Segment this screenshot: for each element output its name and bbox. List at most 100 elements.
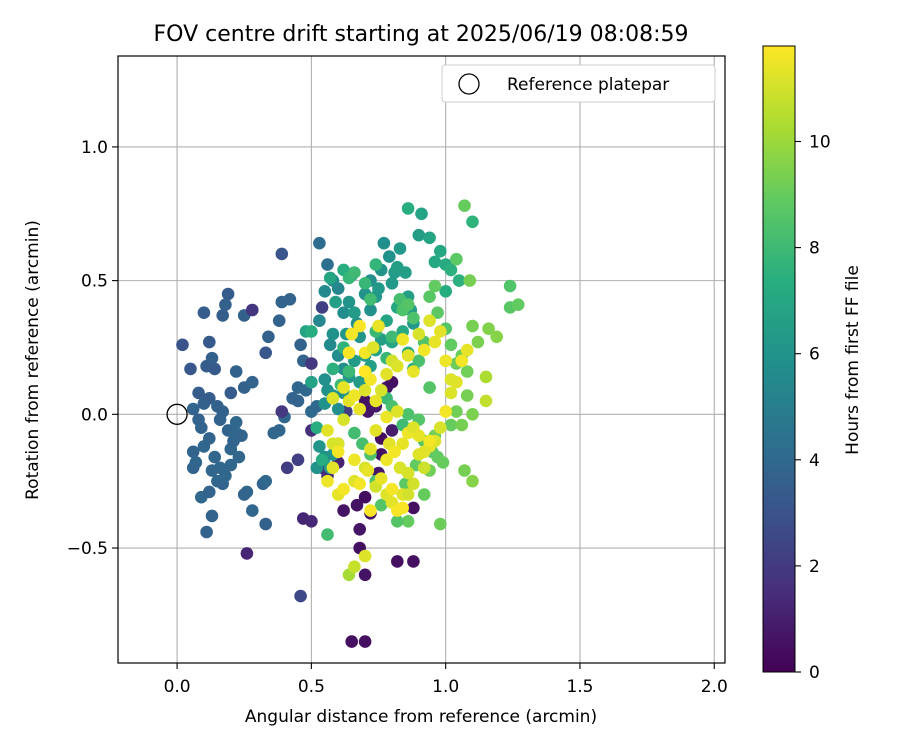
data-point xyxy=(305,357,318,370)
data-point xyxy=(305,325,318,338)
x-axis-ticks: 0.0 0.5 1.0 1.5 2.0 xyxy=(164,663,728,697)
data-point xyxy=(412,354,426,368)
data-point xyxy=(358,568,372,582)
data-point xyxy=(423,290,436,304)
data-point xyxy=(216,405,229,418)
data-point xyxy=(450,252,463,266)
data-point xyxy=(353,523,367,536)
data-point xyxy=(428,335,442,349)
data-point xyxy=(428,255,442,269)
data-point xyxy=(313,314,326,328)
data-point xyxy=(262,330,275,344)
colorbar-label: Hours from first FF file xyxy=(843,265,863,455)
data-point xyxy=(401,202,415,215)
data-point xyxy=(385,277,399,290)
data-point xyxy=(280,461,294,475)
data-point xyxy=(423,231,436,245)
data-point xyxy=(216,309,229,322)
data-point xyxy=(321,528,334,541)
data-point xyxy=(412,429,426,443)
data-point xyxy=(369,394,383,408)
data-point xyxy=(246,504,259,517)
data-point xyxy=(235,429,248,443)
data-point xyxy=(342,365,356,378)
x-tick-label: 1.5 xyxy=(566,677,593,697)
colorbar-tick-label: 10 xyxy=(809,132,831,152)
data-point xyxy=(434,421,447,435)
data-point xyxy=(321,424,334,437)
data-point xyxy=(224,386,238,400)
colorbar: 0 2 4 6 8 10 Hours from first FF file xyxy=(762,45,863,683)
data-point xyxy=(329,295,342,309)
data-point xyxy=(275,247,289,261)
data-point xyxy=(511,298,525,312)
data-point xyxy=(385,330,399,344)
data-point xyxy=(294,338,307,352)
data-point xyxy=(321,474,334,488)
data-point xyxy=(460,343,474,357)
data-point xyxy=(195,421,208,435)
data-point xyxy=(348,453,361,467)
data-point xyxy=(391,515,404,528)
data-point xyxy=(176,338,189,352)
data-point xyxy=(364,293,377,306)
data-point xyxy=(450,405,463,418)
colorbar-ticks: 0 2 4 6 8 10 xyxy=(795,132,831,683)
data-point xyxy=(184,362,197,376)
data-point xyxy=(342,295,356,309)
data-point xyxy=(275,405,289,418)
data-point xyxy=(369,258,383,271)
x-axis-label: Angular distance from reference (arcmin) xyxy=(245,707,597,727)
data-point xyxy=(208,362,221,376)
data-point xyxy=(391,555,404,568)
x-tick-label: 0.0 xyxy=(164,677,191,697)
data-point xyxy=(417,343,431,357)
data-point xyxy=(364,504,377,517)
reference-platepar-marker xyxy=(166,403,188,425)
data-points xyxy=(176,199,525,648)
data-point xyxy=(401,515,415,528)
data-point xyxy=(434,244,447,258)
data-point xyxy=(380,367,393,381)
data-point xyxy=(380,453,393,467)
data-point xyxy=(348,306,361,320)
data-point xyxy=(466,319,479,333)
data-point xyxy=(391,359,404,373)
data-point xyxy=(412,327,426,341)
data-point xyxy=(466,408,479,421)
data-point xyxy=(407,501,420,515)
data-point xyxy=(313,236,326,250)
data-point xyxy=(444,373,458,386)
data-point xyxy=(393,461,407,475)
data-point xyxy=(294,589,307,603)
data-point xyxy=(203,335,216,349)
data-point xyxy=(358,365,372,378)
data-point xyxy=(192,386,205,400)
data-point xyxy=(219,298,232,312)
data-point xyxy=(452,274,466,287)
data-point xyxy=(331,402,345,416)
data-point xyxy=(380,410,393,424)
data-point xyxy=(401,349,415,362)
colorbar-gradient xyxy=(762,45,796,673)
data-point xyxy=(229,365,243,378)
data-point xyxy=(444,338,458,352)
data-point xyxy=(460,389,474,402)
colorbar-tick-label: 4 xyxy=(809,451,820,471)
colorbar-tick-label: 0 xyxy=(809,663,820,683)
data-point xyxy=(342,346,356,360)
data-point xyxy=(272,424,286,437)
data-point xyxy=(366,341,380,354)
data-point xyxy=(401,408,415,421)
data-point xyxy=(232,450,246,464)
x-tick-label: 1.0 xyxy=(432,677,459,697)
data-point xyxy=(385,482,399,496)
data-point xyxy=(372,319,385,333)
data-point xyxy=(393,242,407,255)
data-point xyxy=(197,306,211,320)
data-point xyxy=(396,501,410,515)
data-point xyxy=(407,311,420,325)
data-point xyxy=(246,303,259,317)
data-point xyxy=(407,365,420,378)
